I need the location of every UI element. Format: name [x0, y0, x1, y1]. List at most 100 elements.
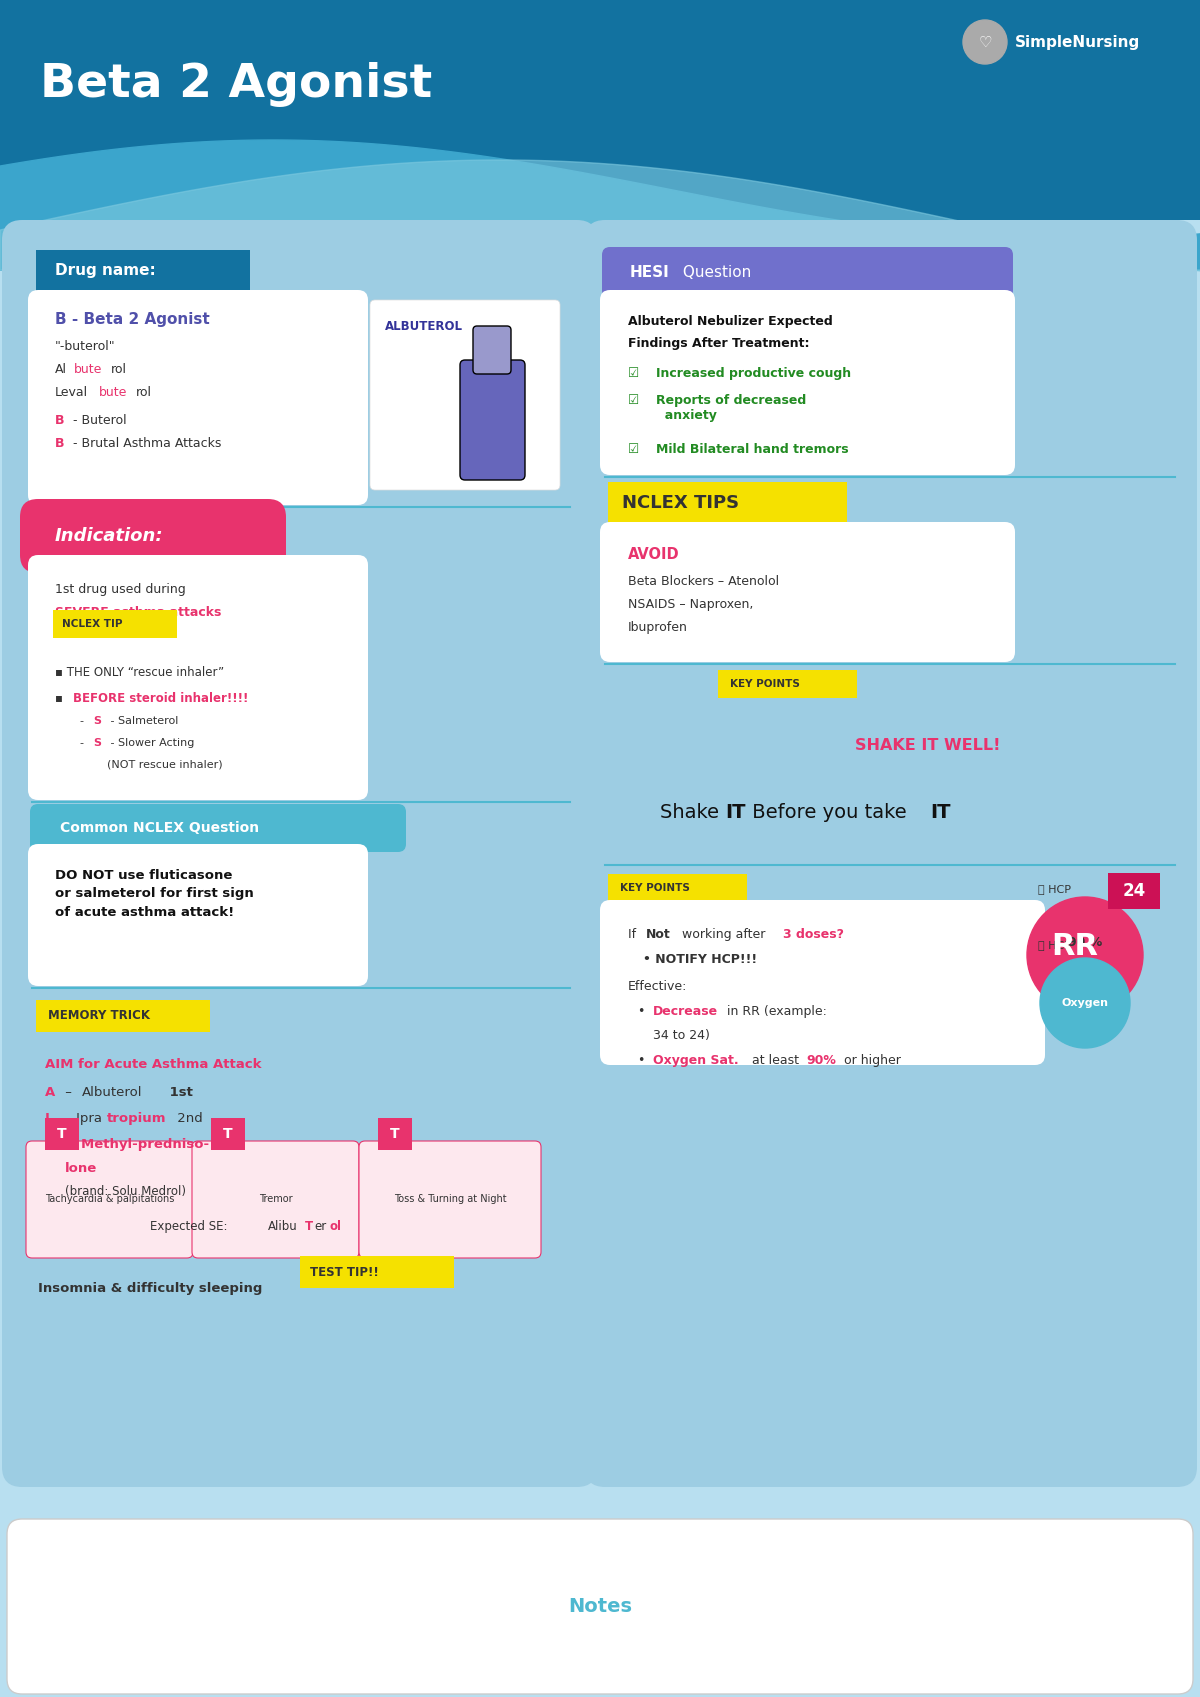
Text: Effective:: Effective: — [628, 979, 688, 993]
Text: T: T — [58, 1127, 67, 1140]
Text: SimpleNursing: SimpleNursing — [1015, 34, 1140, 49]
Text: or higher: or higher — [840, 1054, 901, 1067]
Text: ♡: ♡ — [978, 34, 992, 49]
Text: Ibuprofen: Ibuprofen — [628, 621, 688, 635]
Text: Beta 2 Agonist: Beta 2 Agonist — [40, 63, 432, 107]
Text: KEY POINTS: KEY POINTS — [730, 679, 800, 689]
Text: Findings After Treatment:: Findings After Treatment: — [628, 338, 810, 350]
Text: B: B — [55, 438, 65, 450]
Circle shape — [1027, 898, 1142, 1013]
FancyBboxPatch shape — [460, 360, 526, 480]
Text: at least: at least — [748, 1054, 803, 1067]
Text: -: - — [80, 738, 88, 748]
FancyBboxPatch shape — [608, 482, 847, 524]
FancyBboxPatch shape — [473, 326, 511, 373]
Text: - Salmeterol: - Salmeterol — [107, 716, 179, 726]
Text: ▪: ▪ — [55, 692, 67, 704]
Text: in RR (example:: in RR (example: — [722, 1005, 827, 1018]
Text: 24: 24 — [1122, 882, 1146, 899]
FancyBboxPatch shape — [370, 300, 560, 490]
Text: 1st drug used during: 1st drug used during — [55, 584, 186, 596]
Text: lone: lone — [65, 1162, 97, 1174]
FancyBboxPatch shape — [586, 221, 1198, 1487]
Text: AVOID: AVOID — [628, 546, 679, 562]
Text: If: If — [628, 928, 640, 942]
FancyBboxPatch shape — [192, 1140, 359, 1257]
Text: Increased productive cough: Increased productive cough — [656, 367, 851, 380]
Text: Question: Question — [678, 265, 751, 280]
FancyBboxPatch shape — [608, 874, 748, 903]
Text: T: T — [305, 1220, 313, 1234]
Text: Shake: Shake — [660, 803, 725, 821]
Text: -: - — [80, 716, 88, 726]
Text: NSAIDS – Naproxen,: NSAIDS – Naproxen, — [628, 597, 754, 611]
FancyBboxPatch shape — [2, 221, 598, 1487]
Text: SHAKE IT WELL!: SHAKE IT WELL! — [856, 738, 1001, 753]
Text: Notes: Notes — [568, 1597, 632, 1616]
Text: 90%: 90% — [806, 1054, 836, 1067]
FancyBboxPatch shape — [28, 555, 368, 799]
FancyBboxPatch shape — [600, 290, 1015, 475]
FancyBboxPatch shape — [7, 1519, 1193, 1694]
FancyBboxPatch shape — [36, 1000, 210, 1032]
Text: ALBUTEROL: ALBUTEROL — [385, 321, 463, 333]
Text: (NOT rescue inhaler): (NOT rescue inhaler) — [107, 759, 223, 769]
FancyBboxPatch shape — [300, 1256, 454, 1288]
Text: T: T — [390, 1127, 400, 1140]
Text: BEFORE steroid inhaler!!!!: BEFORE steroid inhaler!!!! — [73, 692, 248, 704]
FancyBboxPatch shape — [26, 1140, 193, 1257]
Text: NCLEX TIP: NCLEX TIP — [62, 619, 122, 630]
Text: 🟡 HCP: 🟡 HCP — [1038, 884, 1072, 894]
FancyBboxPatch shape — [28, 843, 368, 986]
Text: DO NOT use fluticasone
or salmeterol for first sign
of acute asthma attack!: DO NOT use fluticasone or salmeterol for… — [55, 869, 253, 920]
Text: TEST TIP!!: TEST TIP!! — [310, 1266, 379, 1278]
FancyBboxPatch shape — [602, 248, 1013, 299]
Text: working after: working after — [678, 928, 769, 942]
Text: bute: bute — [98, 385, 127, 399]
Text: S: S — [94, 716, 101, 726]
Text: –: – — [61, 1086, 76, 1100]
Text: ☑: ☑ — [628, 443, 640, 456]
Text: Decrease: Decrease — [653, 1005, 718, 1018]
Text: • NOTIFY HCP!!!: • NOTIFY HCP!!! — [643, 954, 757, 966]
Text: Before you take: Before you take — [746, 803, 913, 821]
Text: Oxygen: Oxygen — [1062, 998, 1109, 1008]
Text: IT: IT — [725, 803, 745, 821]
Text: rol: rol — [112, 363, 127, 377]
Text: er: er — [314, 1220, 326, 1234]
Text: M: M — [46, 1139, 59, 1151]
Text: Leval: Leval — [55, 385, 88, 399]
Text: 1st: 1st — [166, 1086, 193, 1100]
Text: ☑: ☑ — [628, 394, 640, 407]
Text: HESI: HESI — [630, 265, 670, 280]
Text: 90 %: 90 % — [1068, 937, 1102, 950]
FancyBboxPatch shape — [1108, 872, 1160, 910]
Circle shape — [1040, 959, 1130, 1049]
Text: Tachycardia & palpitations: Tachycardia & palpitations — [44, 1195, 174, 1205]
Text: Oxygen Sat.: Oxygen Sat. — [653, 1054, 739, 1067]
Text: •: • — [638, 1054, 649, 1067]
Text: A: A — [46, 1086, 55, 1100]
Text: Reports of decreased
  anxiety: Reports of decreased anxiety — [656, 394, 806, 423]
FancyBboxPatch shape — [30, 804, 406, 852]
Text: Drug name:: Drug name: — [55, 263, 156, 278]
Text: Albuterol Nebulizer Expected: Albuterol Nebulizer Expected — [628, 316, 833, 328]
Text: T: T — [223, 1127, 233, 1140]
FancyBboxPatch shape — [36, 249, 250, 292]
Text: rol: rol — [136, 385, 152, 399]
Text: - Buterol: - Buterol — [70, 414, 127, 428]
Text: Toss & Turning at Night: Toss & Turning at Night — [394, 1195, 506, 1205]
FancyBboxPatch shape — [718, 670, 857, 697]
Text: IT: IT — [930, 803, 950, 821]
Text: – Methyl-predniso-: – Methyl-predniso- — [65, 1139, 209, 1151]
Text: tropium: tropium — [107, 1112, 167, 1125]
Text: Al: Al — [55, 363, 67, 377]
Text: "-buterol": "-buterol" — [55, 339, 115, 353]
Circle shape — [964, 20, 1007, 64]
FancyBboxPatch shape — [211, 1118, 245, 1151]
Text: Expected SE:: Expected SE: — [150, 1220, 232, 1234]
Text: B - Beta 2 Agonist: B - Beta 2 Agonist — [55, 312, 210, 328]
FancyBboxPatch shape — [53, 609, 178, 638]
Text: Albuterol: Albuterol — [82, 1086, 143, 1100]
Text: Indication:: Indication: — [55, 528, 163, 545]
